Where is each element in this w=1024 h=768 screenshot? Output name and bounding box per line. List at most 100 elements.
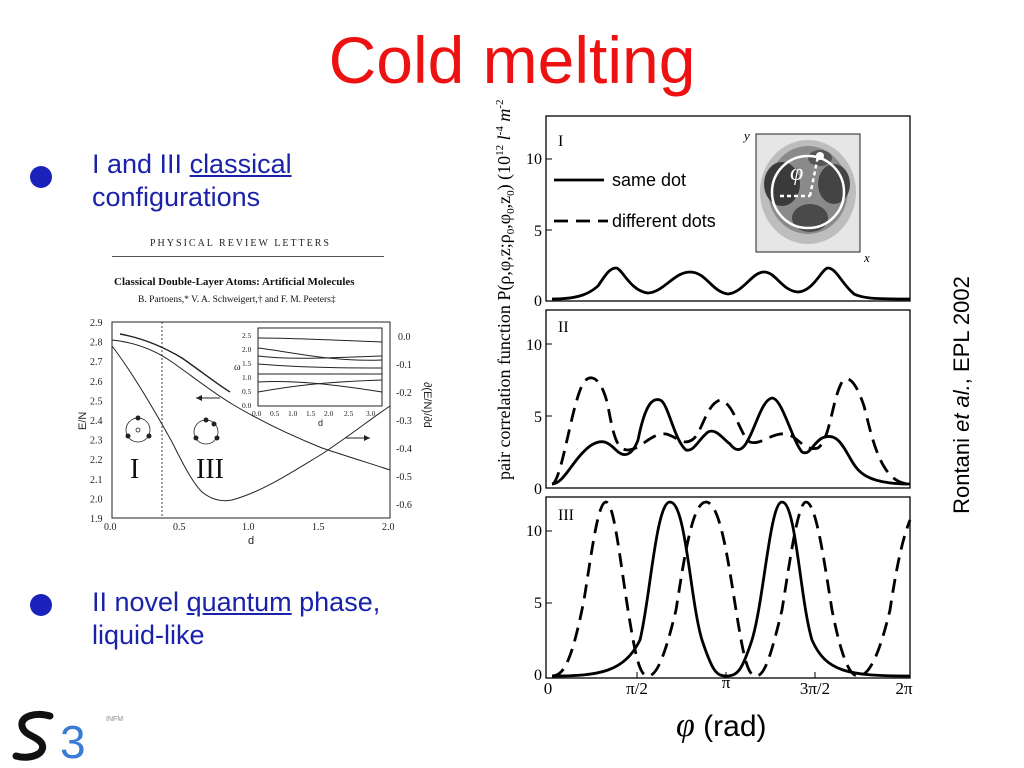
density-inset-phi: φ xyxy=(790,160,803,186)
phase-xtick-2.0: 2.0 xyxy=(382,522,395,533)
phase-xticks: 0.0 0.5 1.0 1.5 2.0 xyxy=(104,522,395,533)
region-label-I: I xyxy=(130,454,139,485)
bullet-1-link: classical xyxy=(189,149,292,179)
phase-ylabel-right: ∂(E/N)/∂d xyxy=(421,382,433,428)
phase-ytick-2.6: 2.6 xyxy=(90,377,103,388)
bullet-1-line2: configurations xyxy=(92,182,261,212)
phase-xtick-0.0: 0.0 xyxy=(104,522,117,533)
phase-energy-curve xyxy=(111,339,391,471)
inset-xtick-2.5: 2.5 xyxy=(344,409,354,418)
phase-right-yticks: 0.0 -0.1 -0.2 -0.3 -0.4 -0.5 -0.6 xyxy=(396,332,412,511)
phase-xtick-1.0: 1.0 xyxy=(242,522,255,533)
phase-xtick-1.5: 1.5 xyxy=(312,522,325,533)
phase-rytick-0.4: -0.4 xyxy=(396,444,412,455)
phase-ytick-2.0: 2.0 xyxy=(90,494,103,505)
phase-ytick-2.3: 2.3 xyxy=(90,436,103,447)
phase-ytick-1.9: 1.9 xyxy=(90,514,103,525)
bullet-2-line2: liquid-like xyxy=(92,620,205,650)
credit-author: Rontani xyxy=(949,431,974,514)
inset-ytick-1.0: 1.0 xyxy=(242,373,252,382)
panel-III-different-dots-curve xyxy=(551,500,912,678)
density-inset-xlabel: x xyxy=(863,250,870,265)
phase-derivative-curve xyxy=(111,345,391,502)
panel-III-ytick-5: 5 xyxy=(534,595,542,612)
phase-arrow-right xyxy=(346,435,370,441)
phase-rytick-0.5: -0.5 xyxy=(396,472,412,483)
bullet-2-prefix: II novel xyxy=(92,587,187,617)
panel-I-ytick-0: 0 xyxy=(534,293,542,310)
panel-II-same-dot-curve xyxy=(551,396,911,486)
pcf-xtick-2pi: 2π xyxy=(895,679,913,698)
paper-rule xyxy=(112,256,384,257)
s3-logo-three: 3 xyxy=(60,716,86,764)
density-inset-ring xyxy=(770,154,846,230)
inset-xtick-2.0: 2.0 xyxy=(324,409,334,418)
phase-xtick-0.5: 0.5 xyxy=(173,522,186,533)
phase-ytick-2.1: 2.1 xyxy=(90,475,103,486)
bullet-1: I and III classical configurations xyxy=(92,148,292,214)
panel-II-ytick-0: 0 xyxy=(534,481,542,498)
phase-plot-frame xyxy=(111,321,391,519)
pcf-xtick-3pi-half: 3π/2 xyxy=(800,679,830,698)
panel-I-ytick-5: 5 xyxy=(534,223,542,240)
inset-xtick-1.5: 1.5 xyxy=(306,409,316,418)
pcf-xlabel: φ (rad) xyxy=(676,707,767,744)
phase-diagram: 2.9 2.8 2.7 2.6 2.5 2.4 2.3 2.2 2.1 2.0 … xyxy=(77,318,433,547)
legend-solid-label: same dot xyxy=(612,170,686,190)
phase-rytick-0.2: -0.2 xyxy=(396,388,412,399)
legend-dashed-label: different dots xyxy=(612,211,716,231)
inset-ytick-0.5: 0.5 xyxy=(242,387,252,396)
pcf-xtick-0: 0 xyxy=(544,679,553,698)
phase-left-yticks: 2.9 2.8 2.7 2.6 2.5 2.4 2.3 2.2 2.1 2.0 … xyxy=(90,318,103,525)
bullet-dot-2 xyxy=(30,594,52,616)
panel-III-frame xyxy=(545,496,911,679)
inset-xtick-3.0: 3.0 xyxy=(366,409,376,418)
credit-text: Rontani et al., EPL 2002 xyxy=(949,276,975,514)
density-inset-ylabel: y xyxy=(742,128,750,143)
s3-logo-small: INFM xyxy=(106,716,124,723)
credit-rest: , EPL 2002 xyxy=(949,276,974,385)
s3-logo: 3 INFM xyxy=(10,704,130,764)
inset-ytick-2.0: 2.0 xyxy=(242,345,252,354)
panel-II-different-dots-curve xyxy=(551,376,911,486)
region-label-III: III xyxy=(196,454,224,485)
inset-xtick-1.0: 1.0 xyxy=(288,409,298,418)
bullet-2: II novel quantum phase, liquid-like xyxy=(92,586,380,652)
phase-ytick-2.4: 2.4 xyxy=(90,416,103,427)
pcf-xtick-pi: π xyxy=(722,673,731,692)
inset-ytick-2.5: 2.5 xyxy=(242,331,252,340)
panel-III-same-dot-curve xyxy=(551,500,911,678)
panel-I-same-dot-curve xyxy=(551,266,911,301)
pair-correlation-figure: pair correlation function P(ρ,φ,z;ρ0,φ0,… xyxy=(494,100,913,744)
panel-III-label: III xyxy=(558,507,574,524)
phase-ytick-2.2: 2.2 xyxy=(90,455,103,466)
bullet-dot-1 xyxy=(30,166,52,188)
panel-III-ytick-0: 0 xyxy=(534,667,542,684)
inset-xlabel: d xyxy=(318,418,323,428)
phase-rytick-0.6: -0.6 xyxy=(396,500,412,511)
phase-xlabel: d xyxy=(248,535,254,547)
density-inset: φ y x xyxy=(742,128,870,265)
inset-ytick-0.0: 0.0 xyxy=(242,401,252,410)
bullet-2-suffix: phase, xyxy=(291,587,381,617)
pcf-legend: same dot different dots xyxy=(554,170,716,231)
credit-etal: et al. xyxy=(949,384,974,432)
panel-I-label: I xyxy=(558,133,563,150)
phase-arrow-left xyxy=(196,395,220,401)
phase-ytick-2.5: 2.5 xyxy=(90,396,103,407)
phase-rytick-0.1: -0.1 xyxy=(396,360,412,371)
inset-ylabel: ω xyxy=(234,362,241,373)
phase-ylabel-left: E/N xyxy=(77,412,89,430)
phase-rytick-0.0: 0.0 xyxy=(398,332,411,343)
inset-ytick-1.5: 1.5 xyxy=(242,359,252,368)
panel-I-frame xyxy=(545,115,911,302)
paper-figure: PHYSICAL REVIEW LETTERS Classical Double… xyxy=(70,232,410,552)
phase-energy-curve-2 xyxy=(119,333,231,393)
pcf-xtick-pi-half: π/2 xyxy=(626,679,648,698)
panel-II-frame xyxy=(545,309,911,489)
panel-III-ytick-10: 10 xyxy=(526,523,542,540)
paper-journal: PHYSICAL REVIEW LETTERS xyxy=(150,238,331,249)
phase-rytick-0.3: -0.3 xyxy=(396,416,412,427)
bullet-2-link: quantum xyxy=(186,587,292,617)
credit: Rontani et al., EPL 2002 xyxy=(942,250,982,540)
